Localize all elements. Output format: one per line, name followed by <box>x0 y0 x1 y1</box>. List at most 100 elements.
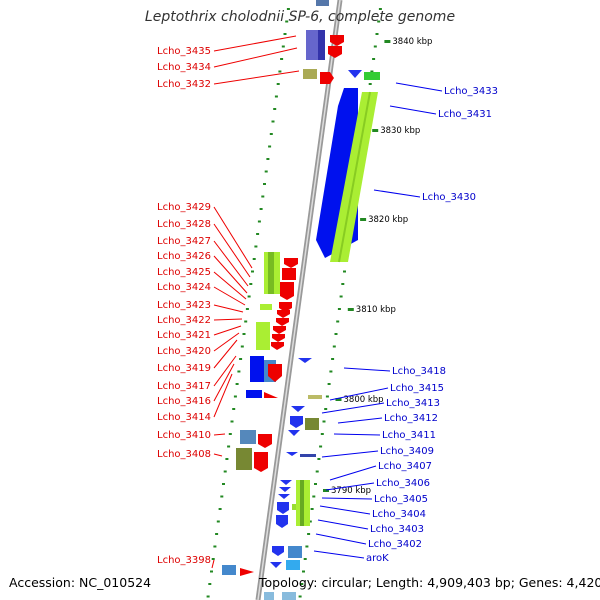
gene-label-forward: Lcho_3426 <box>157 251 211 262</box>
gene-feature-forward <box>280 282 294 300</box>
tick-dash <box>259 208 263 210</box>
gene-feature-reverse <box>272 546 284 556</box>
tick-dash <box>325 395 329 398</box>
gene-feature-olive <box>303 69 317 79</box>
tick-dash <box>222 483 225 485</box>
left-leader-lines <box>211 35 300 569</box>
right-leader-line <box>329 465 377 481</box>
left-leader-line <box>213 35 297 52</box>
tick-dash <box>310 508 314 510</box>
tick-dash <box>329 370 333 373</box>
tick-dash <box>308 520 312 523</box>
gene-label-forward: Lcho_3419 <box>157 363 211 374</box>
gene-feature-reverse <box>250 356 264 382</box>
tick-label: 3810 kbp <box>356 305 396 315</box>
left-leader-line <box>213 433 226 436</box>
gene-feature-forward <box>282 268 296 280</box>
right-leader-lines <box>313 82 443 559</box>
tick-dash <box>223 470 227 473</box>
tick-dash <box>257 220 261 223</box>
gene-feature-green-dark <box>300 480 304 526</box>
tick-dash <box>211 558 215 560</box>
tick-dash <box>268 145 272 148</box>
gene-feature-forward <box>254 452 268 472</box>
left-leader-line <box>213 318 243 321</box>
left-leader-line <box>213 339 238 369</box>
tick-dash <box>332 345 336 348</box>
tick-mark <box>384 40 391 43</box>
tick-dash <box>269 133 273 135</box>
tick-dash <box>298 595 302 598</box>
tick-dash <box>235 383 239 385</box>
left-leader-line <box>213 363 235 402</box>
gene-label-reverse: Lcho_3404 <box>372 509 426 520</box>
gene-label-reverse: Lcho_3431 <box>438 109 492 120</box>
right-leader-line <box>329 387 389 401</box>
gene-feature-forward-box <box>318 30 325 60</box>
left-leader-line <box>213 47 298 68</box>
left-leader-line <box>213 223 251 278</box>
tick-label: 3840 kbp <box>392 37 432 47</box>
gene-label-forward: Lcho_3432 <box>157 79 211 90</box>
tick-dash <box>256 233 260 235</box>
tick-dash <box>220 495 224 498</box>
tick-dash <box>239 358 243 360</box>
tick-dash <box>252 258 256 260</box>
genome-summary-text: Topology: circular; Length: 4,909,403 bp… <box>259 575 600 590</box>
gene-label-forward: Lcho_3424 <box>157 282 211 293</box>
tick-dash <box>377 20 381 23</box>
tick-dash <box>230 420 234 423</box>
tick-dash <box>208 583 212 585</box>
gene-label-forward: Lcho_3425 <box>157 267 211 278</box>
tick-dash <box>320 433 324 435</box>
tick-dash <box>315 470 319 473</box>
tick-dash <box>273 108 277 110</box>
left-leader-line <box>213 355 237 387</box>
gene-feature-reverse <box>286 452 298 456</box>
right-leader-line <box>325 482 375 491</box>
tick-dash <box>368 83 372 85</box>
gene-feature-forward <box>264 392 278 398</box>
gene-feature-reverse <box>276 515 288 528</box>
tick-dash <box>280 58 284 60</box>
gene-feature-forward <box>258 434 272 448</box>
tick-dash <box>322 420 326 423</box>
tick-dash <box>271 120 275 123</box>
tick-dash <box>216 520 220 523</box>
tick-dash <box>300 583 304 585</box>
gene-feature-reverse <box>278 494 290 499</box>
gene-feature-forward <box>279 302 292 312</box>
tick-dash <box>341 283 345 285</box>
tick-dash <box>261 195 265 198</box>
gene-feature-reverse <box>290 416 303 428</box>
left-leader-line <box>213 325 242 336</box>
gene-label-forward: Lcho_3421 <box>157 330 211 341</box>
gene-feature-green-dark <box>268 252 274 294</box>
gene-feature-forward <box>276 318 289 326</box>
tick-dash <box>337 308 341 310</box>
gene-feature-forward <box>268 364 282 382</box>
tick-label: 3800 kbp <box>344 395 384 405</box>
left-leader-line <box>213 304 244 313</box>
left-leader-line <box>213 271 247 300</box>
tick-dash <box>331 358 335 360</box>
gene-label-forward: Lcho_3428 <box>157 219 211 230</box>
gene-feature-reverse <box>270 562 282 568</box>
left-leader-line <box>213 332 240 352</box>
backbone-line-inner <box>257 0 341 600</box>
tick-dash <box>372 58 376 60</box>
tick-dash <box>373 45 377 48</box>
left-leader-line <box>213 453 223 457</box>
right-leader-line <box>333 433 381 436</box>
gene-label-forward: Lcho_3416 <box>157 396 211 407</box>
kbp-ticks: 3840 kbp 3830 kbp 3820 kbp 3810 kbp 3800 kbp… <box>323 37 432 496</box>
gene-label-forward: Lcho_3422 <box>157 315 211 326</box>
tick-mark <box>335 398 342 401</box>
tick-dash <box>213 545 217 548</box>
gene-feature-forward <box>277 310 290 318</box>
gene-label-forward: Lcho_3429 <box>157 202 211 213</box>
gene-label-reverse: Lcho_3411 <box>382 430 436 441</box>
gene-feature-reverse <box>298 358 312 363</box>
tick-label: 3820 kbp <box>368 215 408 225</box>
